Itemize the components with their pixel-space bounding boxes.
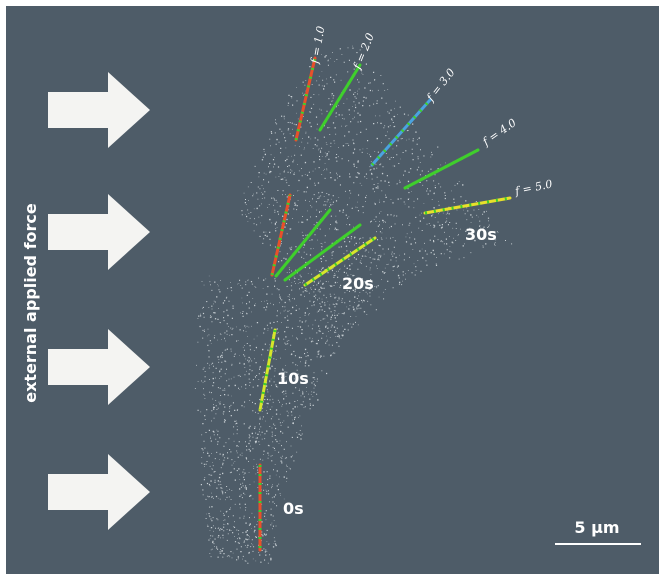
page: external applied force f = 1.0 f = 2.0 f… xyxy=(0,0,665,580)
time-label: 20s xyxy=(342,274,374,293)
figure: external applied force f = 1.0 f = 2.0 f… xyxy=(0,0,665,580)
time-label: 0s xyxy=(283,499,304,518)
scale-bar-label: 5 µm xyxy=(574,518,619,537)
time-label: 30s xyxy=(465,225,497,244)
time-label: 10s xyxy=(277,369,309,388)
side-label: external applied force xyxy=(21,203,40,403)
